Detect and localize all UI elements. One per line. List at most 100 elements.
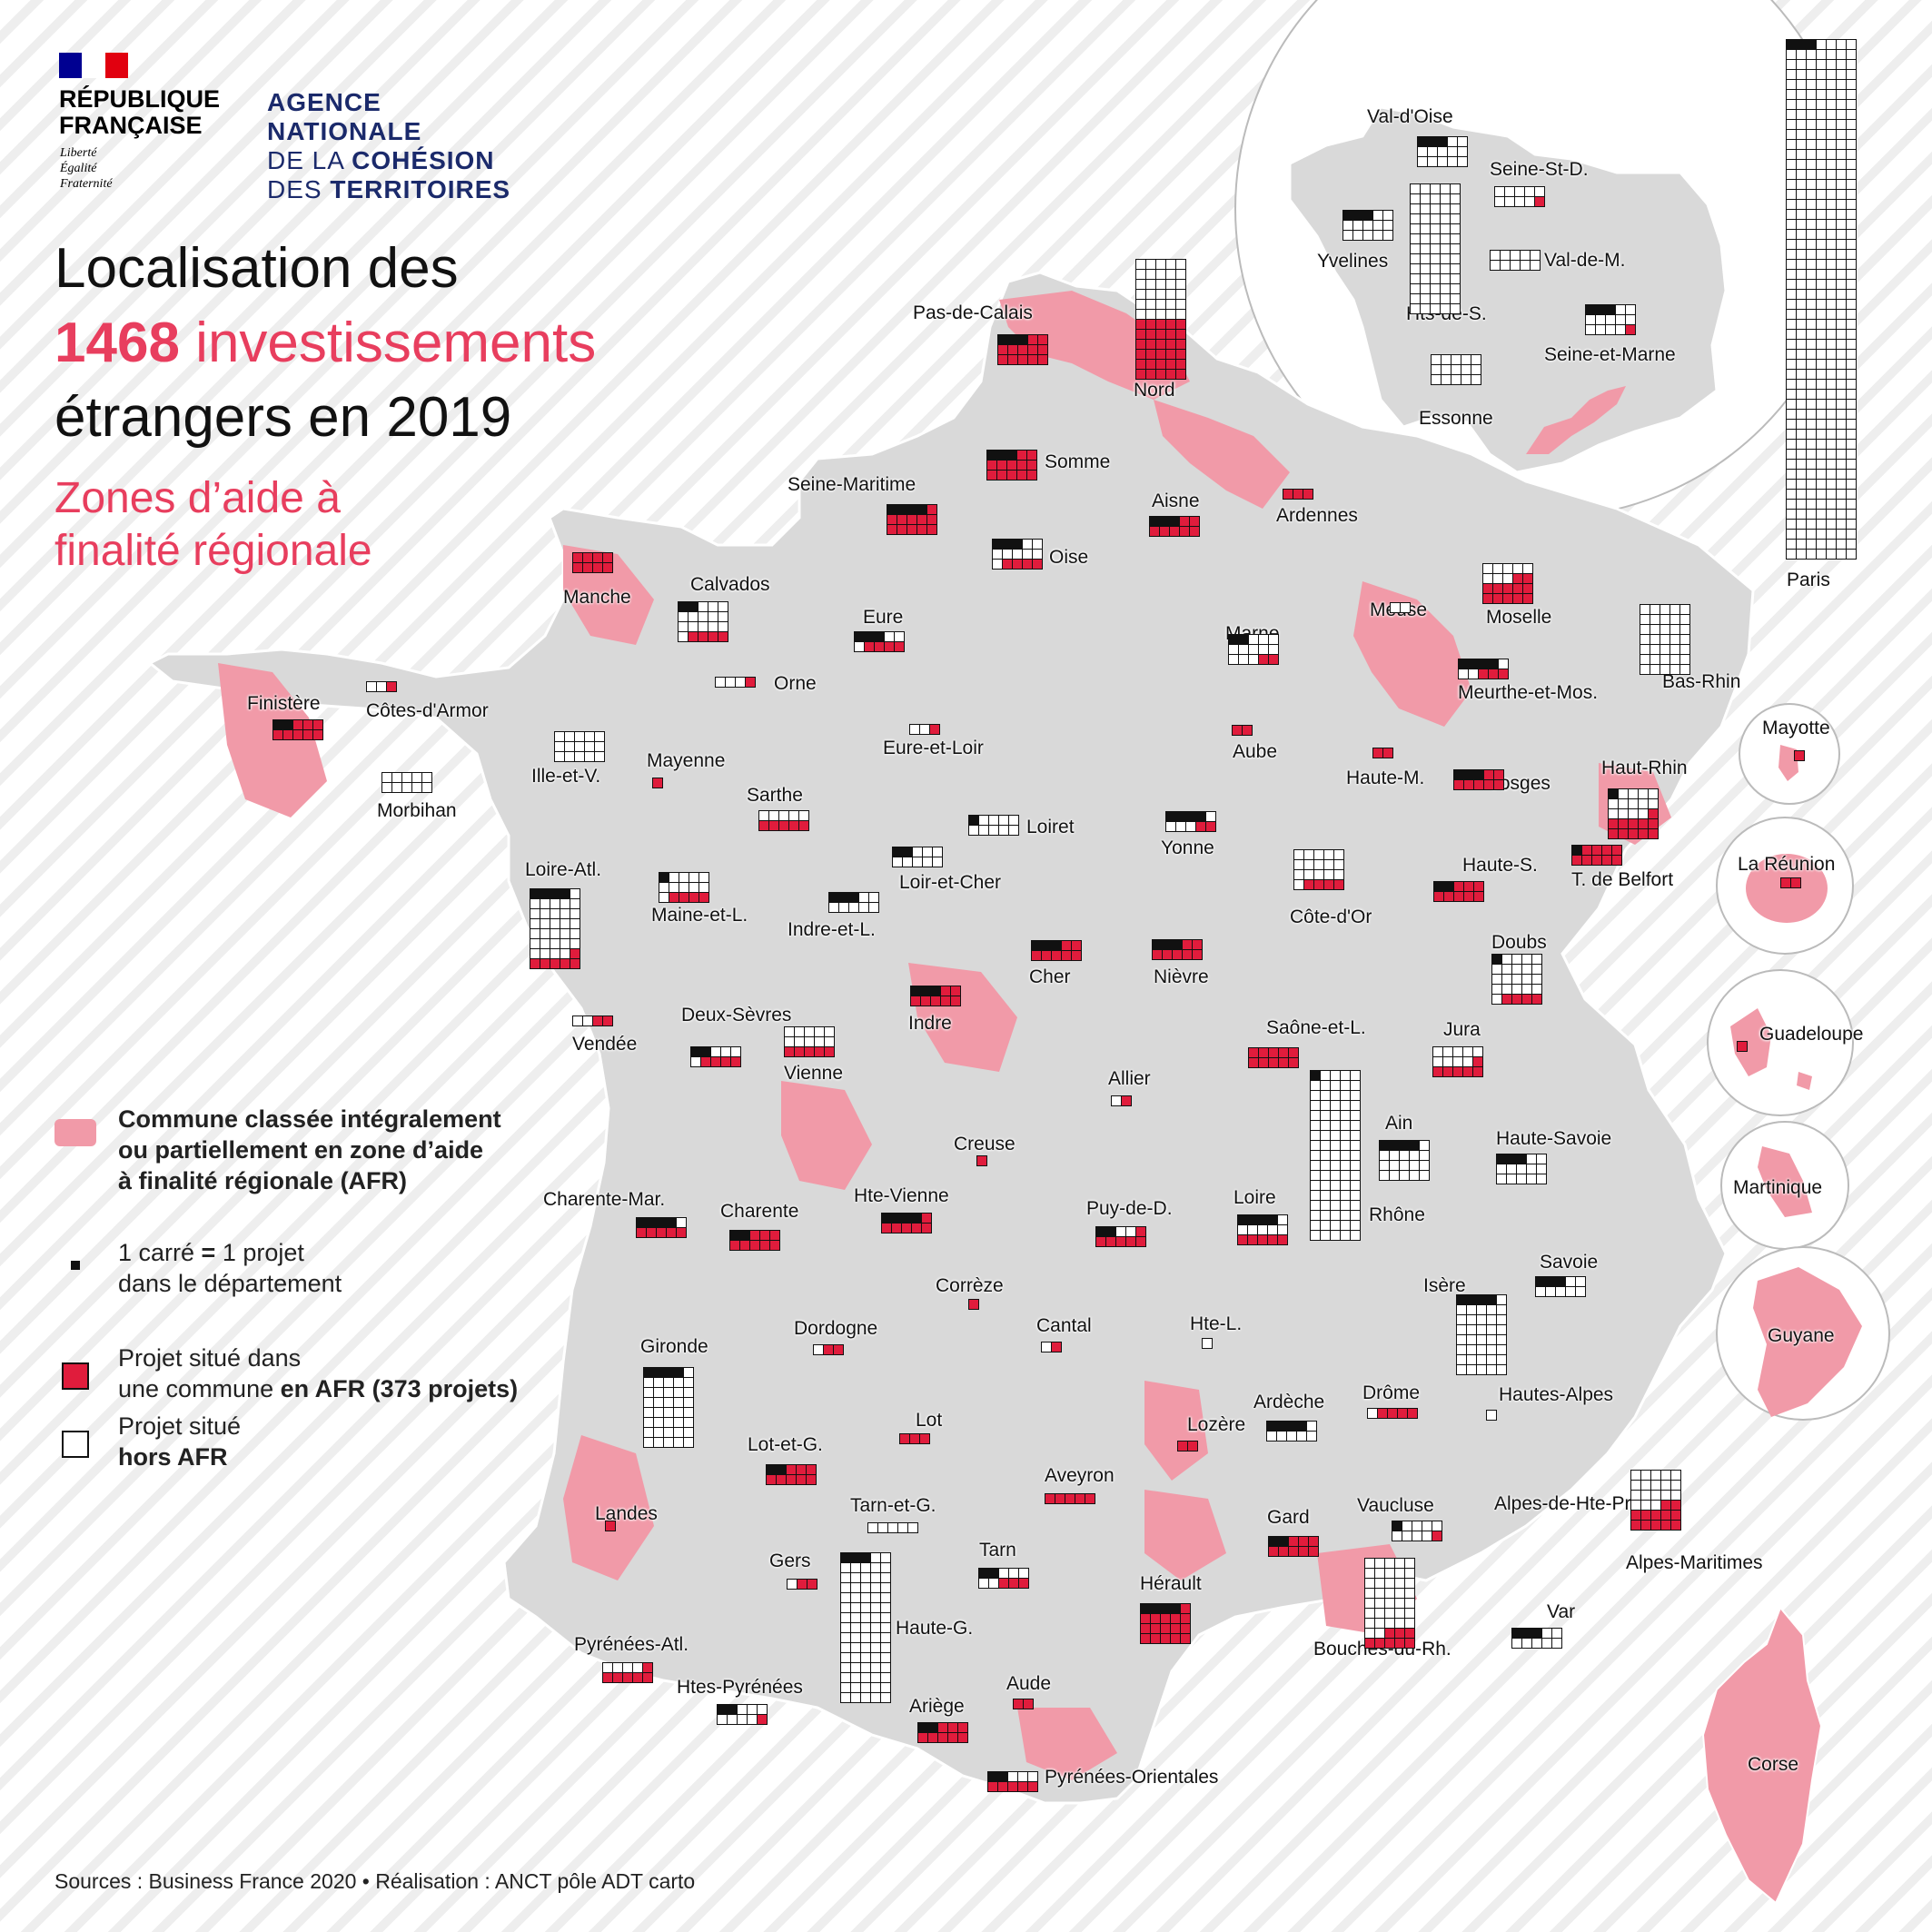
project-square <box>1827 540 1836 549</box>
project-square <box>1787 300 1796 309</box>
project-square <box>1807 80 1816 89</box>
project-square <box>1606 305 1615 314</box>
dept-label-vienne: Vienne <box>784 1063 844 1084</box>
project-square <box>1660 605 1669 614</box>
project-square <box>1787 240 1796 249</box>
project-square <box>1331 1211 1340 1220</box>
project-square <box>1827 130 1836 139</box>
project-square <box>1596 305 1605 314</box>
project-square <box>1787 510 1796 519</box>
republic-name-line2: FRANÇAISE <box>59 112 203 139</box>
project-square <box>1807 120 1816 129</box>
project-square <box>1660 665 1669 674</box>
project-square <box>1837 510 1846 519</box>
project-square <box>1556 1277 1565 1286</box>
project-square <box>1457 1305 1466 1314</box>
project-square <box>1385 1599 1394 1608</box>
project-square <box>1606 315 1615 324</box>
project-square <box>585 732 594 741</box>
project-square <box>1341 1231 1350 1240</box>
project-square <box>1609 819 1618 828</box>
project-square <box>1365 1559 1374 1568</box>
project-square <box>1451 234 1460 243</box>
dept-project-grid-indre <box>910 986 961 1006</box>
project-square <box>1421 204 1430 213</box>
project-square <box>1136 360 1145 369</box>
project-square <box>708 612 718 621</box>
project-square <box>1410 1171 1419 1180</box>
project-square <box>1096 1227 1105 1236</box>
project-square <box>669 873 679 882</box>
project-square <box>1807 40 1816 49</box>
dept-label-var: Var <box>1547 1601 1576 1622</box>
project-square <box>941 986 950 996</box>
project-square <box>887 525 897 534</box>
project-square <box>679 893 689 902</box>
project-square <box>1233 726 1242 735</box>
project-square <box>1331 1171 1340 1180</box>
project-square <box>1797 220 1806 229</box>
project-square <box>1522 955 1531 964</box>
project-square <box>1324 850 1333 859</box>
project-square <box>1807 280 1816 289</box>
project-square <box>1249 1058 1258 1067</box>
project-square <box>1457 1325 1466 1334</box>
project-square <box>1432 1531 1442 1541</box>
project-square <box>1626 305 1635 314</box>
project-square <box>1451 304 1460 313</box>
project-square <box>851 1633 860 1642</box>
project-square <box>1837 530 1846 539</box>
project-square <box>1629 829 1638 838</box>
dept-label-deux-sevres: Deux-Sèvres <box>681 1005 792 1025</box>
project-square <box>989 826 998 835</box>
project-square <box>1464 882 1473 891</box>
project-square <box>1193 950 1202 959</box>
project-square <box>1641 1511 1650 1520</box>
project-square <box>1837 490 1846 499</box>
project-square <box>1141 1624 1150 1633</box>
project-square <box>969 1300 978 1309</box>
project-square <box>1847 400 1856 409</box>
project-square <box>1807 170 1816 179</box>
dept-project-grid-vendee <box>572 1016 613 1026</box>
project-square <box>1421 274 1430 283</box>
afr-zone-cevennes <box>1144 1381 1208 1481</box>
project-square <box>1176 280 1185 289</box>
project-square <box>1837 150 1846 159</box>
project-square <box>1421 244 1430 253</box>
project-square <box>1512 1639 1521 1648</box>
project-square <box>1787 430 1796 439</box>
dept-label-haute-g: Haute-G. <box>896 1618 974 1639</box>
project-square <box>1176 330 1185 339</box>
project-square <box>738 1705 747 1714</box>
project-square <box>1807 90 1816 99</box>
project-square <box>779 821 788 830</box>
project-square <box>1847 280 1856 289</box>
dept-project-grid-ariege <box>917 1722 968 1743</box>
project-square <box>851 1693 860 1702</box>
project-square <box>1206 822 1215 831</box>
project-square <box>1412 1531 1422 1541</box>
title-number: 1468 <box>54 312 180 374</box>
dept-project-grid-maine-et-l <box>659 872 709 903</box>
project-square <box>1487 1335 1496 1344</box>
legend-afr-line1: Commune classée intégralement <box>118 1105 501 1133</box>
project-square <box>917 505 926 514</box>
project-square <box>1294 860 1303 869</box>
project-square <box>807 1475 816 1484</box>
project-square <box>1027 461 1036 470</box>
project-square <box>1837 470 1846 479</box>
project-square <box>1639 799 1648 808</box>
dept-project-grid-nievre <box>1152 939 1203 960</box>
project-square <box>1405 1619 1414 1628</box>
project-square <box>1421 234 1430 243</box>
dept-project-grid-aisne <box>1149 516 1200 537</box>
project-square <box>1837 190 1846 199</box>
dept-label-cotes-d-armor: Côtes-d'Armor <box>366 700 489 721</box>
project-square <box>1477 1305 1486 1314</box>
project-square <box>1817 470 1826 479</box>
project-square <box>1469 659 1478 669</box>
project-square <box>859 893 868 902</box>
project-square <box>659 883 669 892</box>
project-square <box>1483 584 1492 593</box>
